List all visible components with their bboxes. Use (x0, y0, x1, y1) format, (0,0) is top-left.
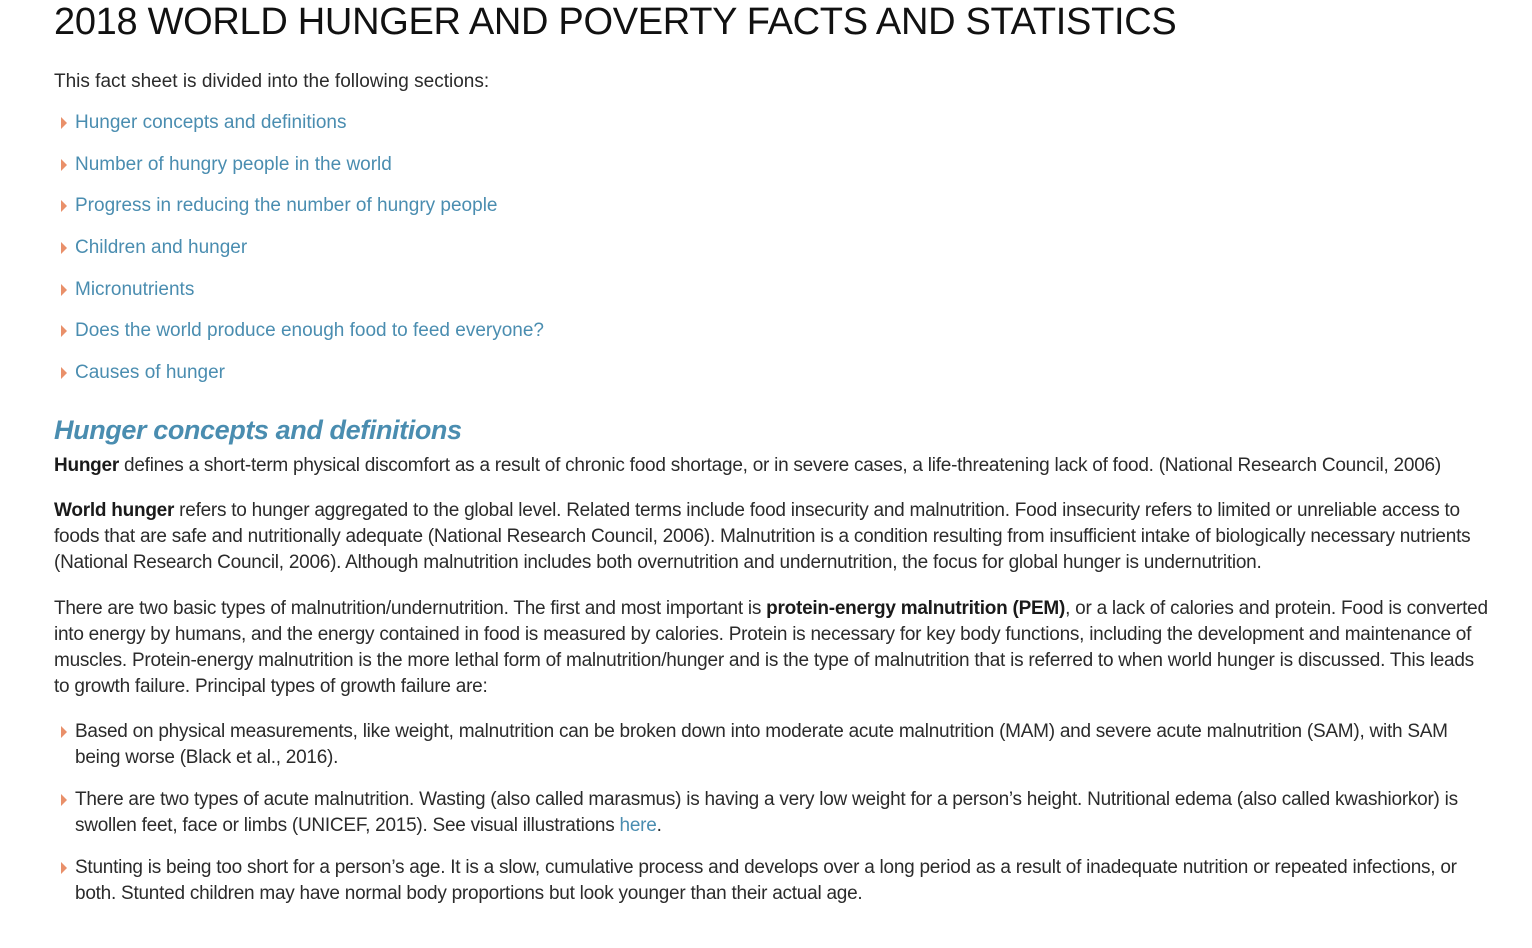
toc-item: Hunger concepts and definitions (54, 110, 1494, 152)
arrow-right-icon (61, 158, 67, 171)
list-item: There are two types of acute malnutritio… (54, 787, 1494, 839)
arrow-right-icon (61, 200, 67, 213)
arrow-right-icon (61, 793, 67, 806)
toc-item: Number of hungry people in the world (54, 152, 1494, 194)
growth-failure-list: Based on physical measurements, like wei… (54, 719, 1494, 907)
paragraph-world-hunger: World hunger refers to hunger aggregated… (54, 498, 1494, 576)
list-item-text: Stunting is being too short for a person… (75, 856, 1457, 904)
paragraph-hunger: Hunger defines a short-term physical dis… (54, 453, 1494, 479)
term-hunger: Hunger (54, 454, 119, 476)
toc-link-progress[interactable]: Progress in reducing the number of hungr… (75, 195, 498, 217)
arrow-right-icon (61, 117, 67, 129)
term-world-hunger: World hunger (54, 499, 175, 521)
paragraph-text: defines a short-term physical discomfort… (119, 454, 1441, 476)
intro-text: This fact sheet is divided into the foll… (54, 71, 490, 92)
toc-link-number-hungry[interactable]: Number of hungry people in the world (75, 153, 392, 175)
paragraph-malnutrition-types: There are two basic types of malnutritio… (54, 596, 1494, 700)
arrow-right-icon (61, 325, 67, 338)
arrow-right-icon (61, 367, 67, 380)
here-link[interactable]: here (619, 814, 657, 836)
toc-item: Progress in reducing the number of hungr… (54, 193, 1494, 235)
list-item-text: Based on physical measurements, like wei… (75, 720, 1448, 768)
toc-link-enough-food[interactable]: Does the world produce enough food to fe… (75, 320, 544, 342)
arrow-right-icon (61, 725, 67, 738)
section-heading: Hunger concepts and definitions (54, 414, 462, 445)
toc-link-children[interactable]: Children and hunger (75, 237, 248, 259)
toc-item: Does the world produce enough food to fe… (54, 318, 1494, 360)
arrow-right-icon (61, 283, 67, 296)
article: 2018 WORLD HUNGER AND POVERTY FACTS AND … (54, 0, 1494, 923)
paragraph-text: There are two basic types of malnutritio… (54, 597, 767, 619)
table-of-contents: Hunger concepts and definitions Number o… (54, 110, 1494, 402)
toc-link-hunger-concepts[interactable]: Hunger concepts and definitions (75, 112, 347, 133)
list-item-text: There are two types of acute malnutritio… (75, 788, 1458, 836)
paragraph-text: , or a lack of calories and protein. Foo… (54, 597, 1488, 697)
page-title: 2018 WORLD HUNGER AND POVERTY FACTS AND … (54, 1, 1177, 43)
toc-link-micronutrients[interactable]: Micronutrients (75, 278, 195, 300)
paragraph-text: refers to hunger aggregated to the globa… (54, 499, 1471, 573)
list-item: Based on physical measurements, like wei… (54, 719, 1494, 771)
toc-item: Micronutrients (54, 277, 1494, 319)
toc-item: Causes of hunger (54, 360, 1494, 402)
arrow-right-icon (61, 242, 67, 255)
list-item: Stunting is being too short for a person… (54, 855, 1494, 907)
toc-link-causes[interactable]: Causes of hunger (75, 362, 225, 384)
list-item-punctuation: . (656, 814, 662, 836)
toc-item: Children and hunger (54, 235, 1494, 277)
term-pem: protein-energy malnutrition (PEM) (766, 597, 1066, 619)
arrow-right-icon (61, 861, 67, 874)
